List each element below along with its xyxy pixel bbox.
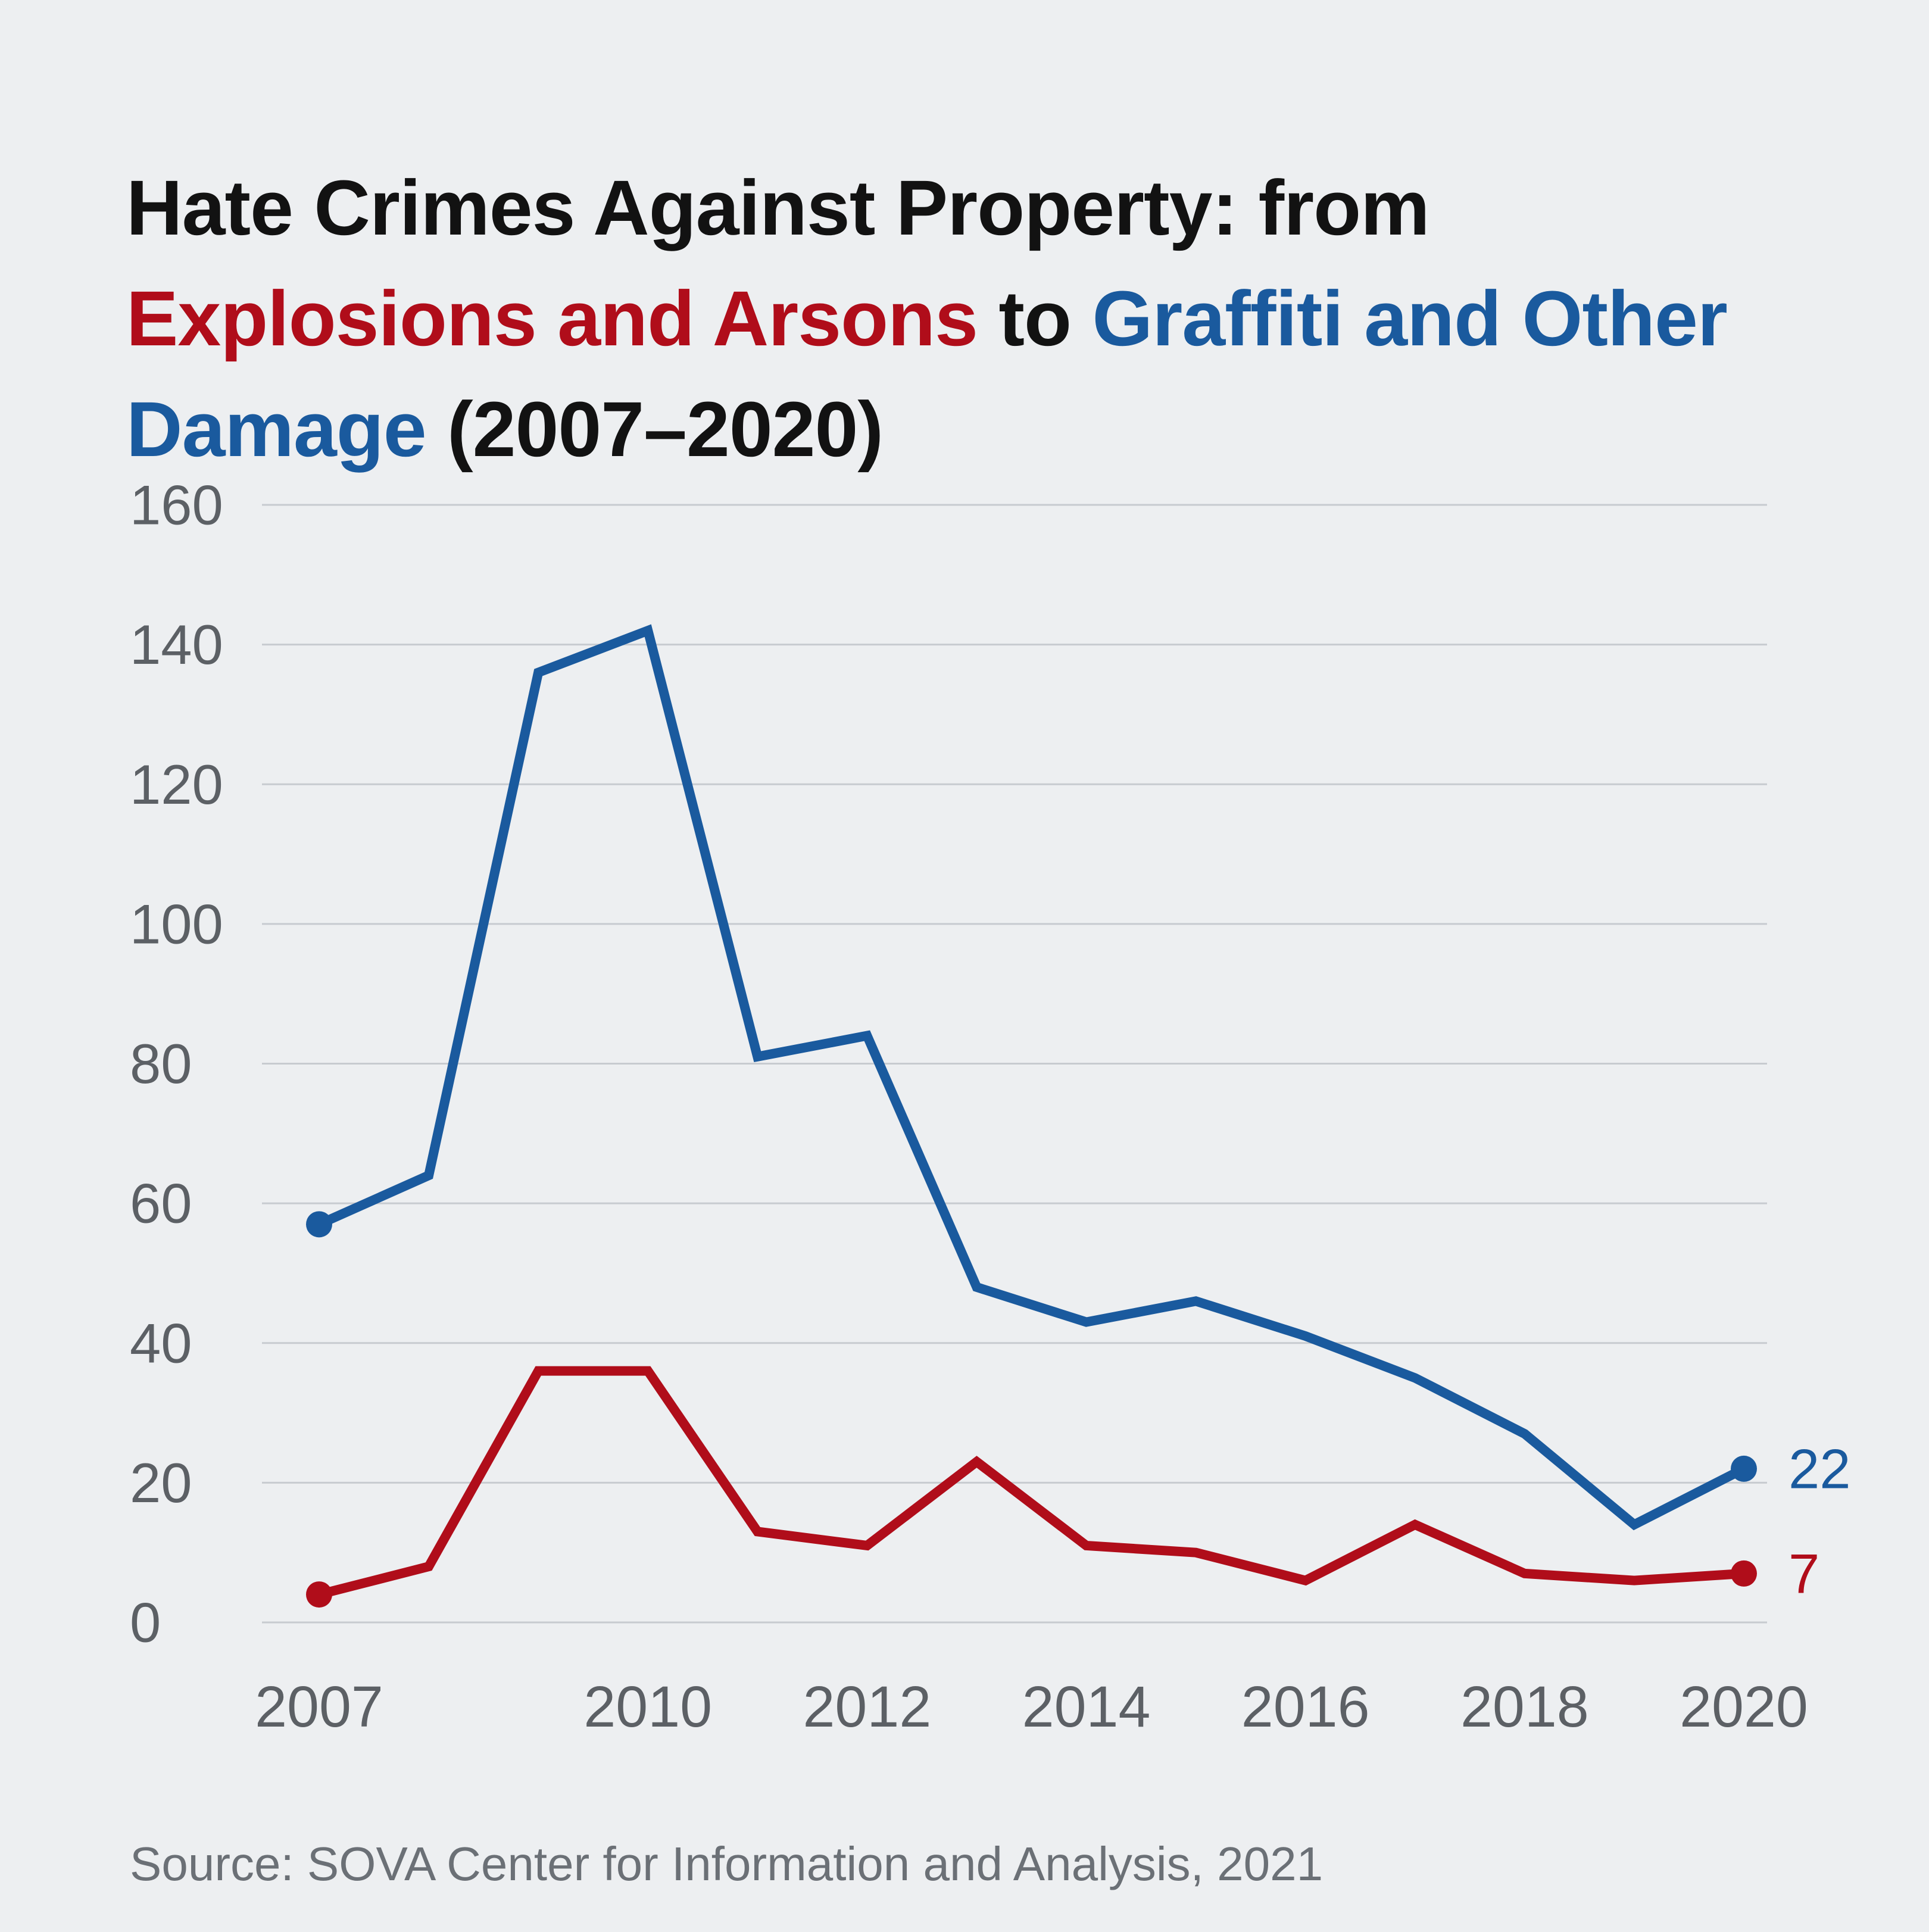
series-end-dot-red [1731, 1560, 1757, 1587]
y-tick-label: 120 [130, 753, 223, 816]
series-end-label-red: 7 [1788, 1542, 1819, 1605]
y-tick-label: 0 [130, 1591, 161, 1654]
series-line-blue [317, 624, 1746, 1531]
series-line-red [318, 1366, 1744, 1599]
y-tick-label: 140 [130, 613, 223, 676]
y-tick-label: 40 [130, 1312, 192, 1374]
y-tick-label: 80 [130, 1032, 192, 1095]
chart-title: Hate Crimes Against Property: from Explo… [126, 152, 1746, 485]
y-tick-label: 100 [130, 892, 223, 955]
series-start-dot-blue [306, 1211, 332, 1238]
x-tick-label: 2020 [1680, 1674, 1808, 1739]
x-tick-label: 2016 [1241, 1674, 1370, 1739]
y-tick-label: 160 [130, 474, 223, 536]
y-tick-label: 20 [130, 1452, 192, 1514]
x-tick-label: 2018 [1460, 1674, 1589, 1739]
x-tick-label: 2014 [1022, 1674, 1151, 1739]
title-part-blue-series: Graffiti and Other Damage [126, 274, 1728, 473]
x-tick-label: 2007 [255, 1674, 383, 1739]
series-start-dot-red [306, 1581, 332, 1608]
x-tick-label: 2012 [803, 1674, 931, 1739]
source-note: Source: SOVA Center for Information and … [130, 1837, 1324, 1890]
series-end-label-blue: 22 [1788, 1437, 1851, 1500]
title-part-black-2: to [977, 274, 1093, 362]
title-part-years: (2007–2020) [426, 385, 884, 473]
title-part-black-1: Hate Crimes Against Property: from [126, 163, 1430, 251]
x-tick-label: 2010 [583, 1674, 712, 1739]
title-part-red-series: Explosions and Arsons [126, 274, 978, 362]
series-end-dot-blue [1731, 1455, 1757, 1482]
y-tick-label: 60 [130, 1172, 192, 1235]
